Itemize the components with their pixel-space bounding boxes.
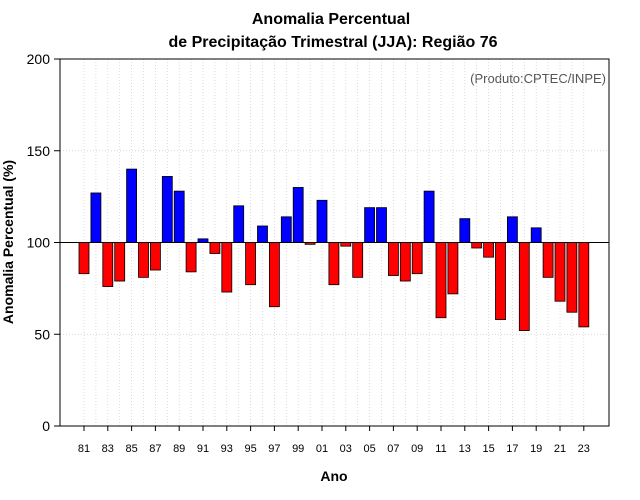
bar-1985: [126, 168, 137, 243]
y-tick-label: 150: [27, 143, 51, 159]
bar-1984: [114, 242, 126, 282]
bar-1992: [209, 242, 221, 254]
bar-1990: [185, 242, 197, 273]
y-tick-label: 100: [27, 235, 51, 251]
y-tick-label: 200: [27, 51, 51, 67]
bar-1999: [292, 187, 304, 243]
x-tick-label: 15: [482, 443, 494, 455]
bar-2009: [411, 242, 423, 275]
x-axis-label: Ano: [320, 468, 347, 484]
bar-2002: [328, 242, 340, 286]
x-tick-label: 93: [221, 443, 233, 455]
bar-2012: [447, 242, 459, 295]
chart-title-line1: Anomalia Percentual: [252, 11, 410, 28]
bar-2001: [316, 199, 328, 243]
bar-2011: [435, 242, 447, 319]
x-tick-label: 95: [244, 443, 256, 455]
bar-2020: [542, 242, 554, 278]
bar-2004: [352, 242, 364, 278]
y-tick-label: 0: [42, 418, 50, 434]
x-tick-label: 01: [316, 443, 328, 455]
axes-layer: 0 50 100 150 200 81 83 85 87 89 91 93 95 97 99 01 03 05 07…: [27, 51, 610, 455]
bar-1981: [78, 242, 90, 275]
bar-1991: [197, 238, 209, 243]
bar-1986: [138, 242, 149, 278]
x-tick-label: 03: [340, 443, 352, 455]
x-tick-label: 91: [197, 443, 209, 455]
bar-1998: [280, 216, 292, 243]
bar-1995: [245, 242, 257, 286]
x-tick-label: 85: [125, 443, 137, 455]
y-axis-label: Anomalia Percentual (%): [0, 160, 16, 324]
bar-1994: [233, 205, 245, 243]
bar-2010: [423, 190, 435, 243]
bar-2015: [483, 242, 495, 258]
x-tick-label: 07: [387, 443, 399, 455]
bar-1993: [221, 242, 233, 293]
x-tick-label: 05: [363, 443, 375, 455]
source-annotation: (Produto:CPTEC/INPE): [470, 71, 606, 86]
bar-2021: [554, 242, 566, 302]
bar-2022: [566, 242, 578, 313]
x-tick-label: 81: [78, 443, 90, 455]
x-tick-label: 23: [578, 443, 590, 455]
bar-1983: [102, 242, 114, 287]
bar-2007: [387, 242, 399, 276]
bar-2016: [495, 242, 506, 320]
bar-2017: [506, 216, 518, 243]
bar-2006: [376, 207, 387, 243]
bar-2023: [578, 242, 590, 328]
x-tick-label: 99: [292, 443, 304, 455]
x-tick-label: 97: [268, 443, 280, 455]
bar-2018: [518, 242, 530, 331]
x-tick-label: 89: [173, 443, 185, 455]
bar-2005: [364, 207, 376, 243]
bar-1987: [149, 242, 161, 271]
x-tick-label: 11: [435, 443, 446, 455]
chart-title-line2: de Precipitação Trimestral (JJA): Região…: [168, 34, 497, 51]
bar-1997: [268, 242, 280, 308]
x-tick-label: 21: [554, 443, 566, 455]
bar-1989: [173, 190, 185, 243]
x-tick-label: 83: [102, 443, 114, 455]
bar-2014: [471, 242, 483, 249]
bar-1996: [257, 225, 268, 243]
x-tick-label: 09: [411, 443, 423, 455]
x-tick-label: 87: [149, 443, 161, 455]
bar-2013: [459, 218, 471, 243]
bars-layer: [78, 168, 590, 331]
x-tick-label: 13: [459, 443, 471, 455]
bar-1982: [90, 192, 102, 243]
x-tick-label: 17: [506, 443, 518, 455]
bar-2003: [340, 242, 352, 247]
bar-2019: [530, 227, 542, 243]
y-tick-label: 50: [34, 326, 50, 342]
x-tick-label: 19: [530, 443, 542, 455]
bar-2008: [399, 242, 411, 282]
bar-1988: [161, 176, 173, 243]
